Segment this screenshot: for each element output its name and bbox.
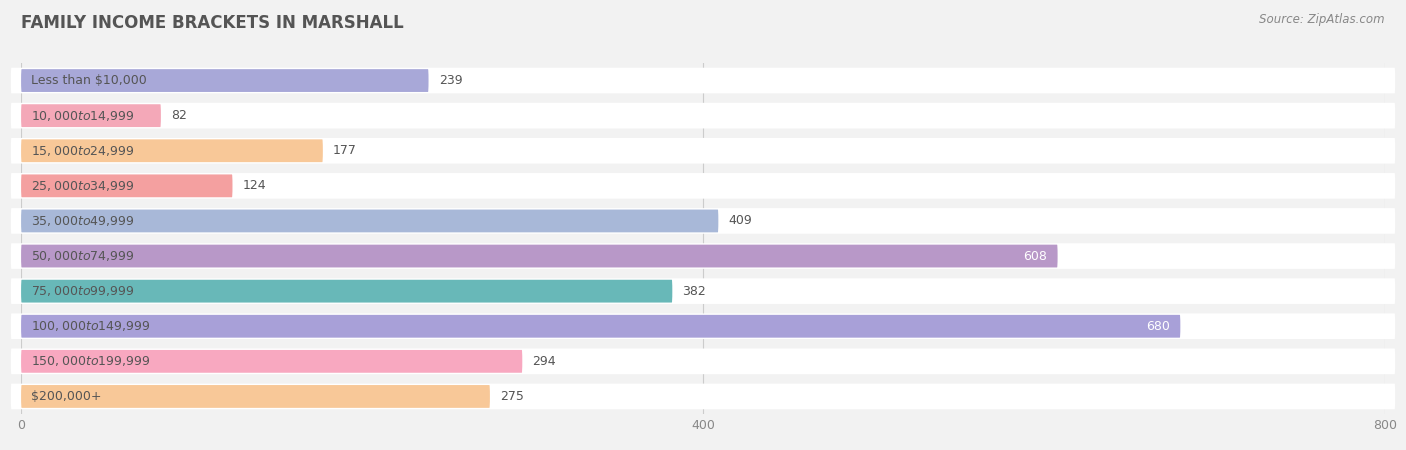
Text: 82: 82 [172, 109, 187, 122]
FancyBboxPatch shape [11, 314, 1395, 339]
Text: Less than $10,000: Less than $10,000 [31, 74, 148, 87]
Text: 239: 239 [439, 74, 463, 87]
FancyBboxPatch shape [11, 349, 1395, 374]
FancyBboxPatch shape [21, 69, 429, 92]
Text: 382: 382 [682, 285, 706, 297]
FancyBboxPatch shape [11, 103, 1395, 128]
FancyBboxPatch shape [11, 68, 1395, 93]
Text: $15,000 to $24,999: $15,000 to $24,999 [31, 144, 135, 158]
FancyBboxPatch shape [21, 385, 489, 408]
Text: Source: ZipAtlas.com: Source: ZipAtlas.com [1260, 14, 1385, 27]
FancyBboxPatch shape [21, 210, 718, 232]
Text: 608: 608 [1024, 250, 1047, 262]
Text: $35,000 to $49,999: $35,000 to $49,999 [31, 214, 135, 228]
Text: $10,000 to $14,999: $10,000 to $14,999 [31, 108, 135, 123]
Text: 177: 177 [333, 144, 357, 157]
Text: $100,000 to $149,999: $100,000 to $149,999 [31, 319, 150, 333]
FancyBboxPatch shape [21, 315, 1181, 338]
FancyBboxPatch shape [11, 384, 1395, 409]
FancyBboxPatch shape [11, 208, 1395, 234]
FancyBboxPatch shape [21, 140, 323, 162]
Text: FAMILY INCOME BRACKETS IN MARSHALL: FAMILY INCOME BRACKETS IN MARSHALL [21, 14, 404, 32]
FancyBboxPatch shape [11, 138, 1395, 163]
Text: $50,000 to $74,999: $50,000 to $74,999 [31, 249, 135, 263]
Text: 409: 409 [728, 215, 752, 227]
Text: 680: 680 [1146, 320, 1170, 333]
Text: $200,000+: $200,000+ [31, 390, 101, 403]
Text: 124: 124 [243, 180, 266, 192]
Text: $25,000 to $34,999: $25,000 to $34,999 [31, 179, 135, 193]
FancyBboxPatch shape [21, 280, 672, 302]
FancyBboxPatch shape [11, 173, 1395, 198]
FancyBboxPatch shape [11, 243, 1395, 269]
FancyBboxPatch shape [21, 175, 232, 197]
FancyBboxPatch shape [21, 245, 1057, 267]
Text: $150,000 to $199,999: $150,000 to $199,999 [31, 354, 150, 369]
FancyBboxPatch shape [21, 350, 522, 373]
Text: 275: 275 [501, 390, 524, 403]
FancyBboxPatch shape [11, 279, 1395, 304]
FancyBboxPatch shape [21, 104, 160, 127]
Text: 294: 294 [533, 355, 557, 368]
Text: $75,000 to $99,999: $75,000 to $99,999 [31, 284, 135, 298]
